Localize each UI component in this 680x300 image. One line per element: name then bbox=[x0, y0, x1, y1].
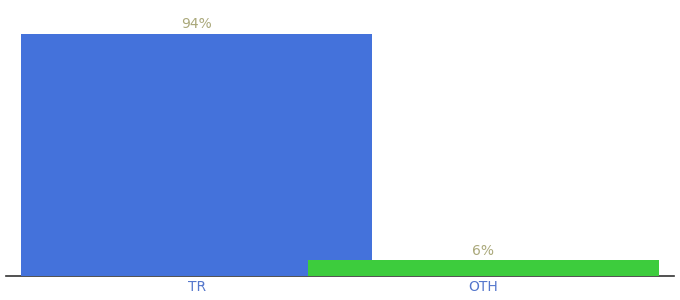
Text: 94%: 94% bbox=[182, 17, 212, 31]
Text: 6%: 6% bbox=[473, 244, 494, 258]
Bar bbox=[308, 260, 658, 276]
Bar bbox=[22, 34, 372, 276]
